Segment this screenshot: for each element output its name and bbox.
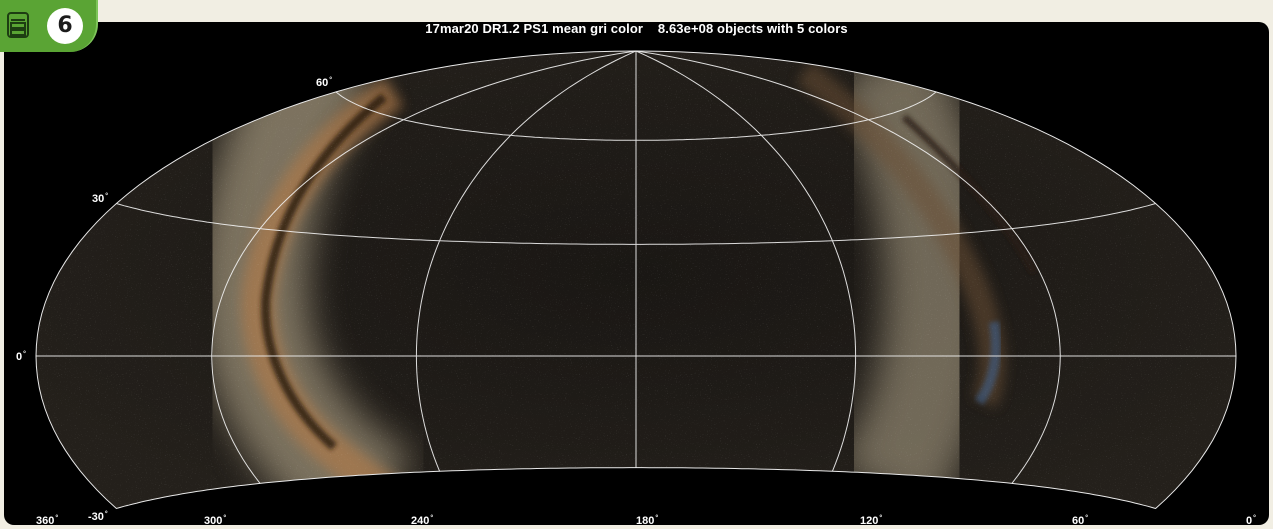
coordinate-grid [36, 50, 1236, 484]
lon-label-0: 0° [1246, 515, 1256, 525]
lon-label-300: 300° [204, 515, 227, 525]
longitude-line [635, 50, 857, 472]
lon-label-360: 360° [36, 515, 59, 525]
lat-label-30: 30° [92, 193, 109, 205]
lon-label-240: 240° [411, 515, 434, 525]
lat-label-0: 0° [16, 351, 26, 363]
lat-label-60: 60° [316, 77, 333, 89]
longitude-line [415, 50, 637, 472]
lon-label-120: 120° [860, 515, 883, 525]
map-title: 17mar20 DR1.2 PS1 mean gri color 8.63e+0… [425, 22, 848, 36]
sky-map-panel: 17mar20 DR1.2 PS1 mean gri color 8.63e+0… [4, 22, 1269, 525]
sky-map [35, 50, 1237, 510]
longitude-line [635, 50, 1061, 484]
lat-label-minus30: -30° [88, 511, 108, 523]
figure-number: 6 [47, 8, 83, 44]
longitude-line [211, 50, 637, 484]
lon-label-60: 60° [1072, 515, 1089, 525]
figure-number-badge: 6 [0, 0, 98, 52]
stacked-layers-icon [7, 12, 29, 38]
lon-label-180: 180° [636, 515, 659, 525]
